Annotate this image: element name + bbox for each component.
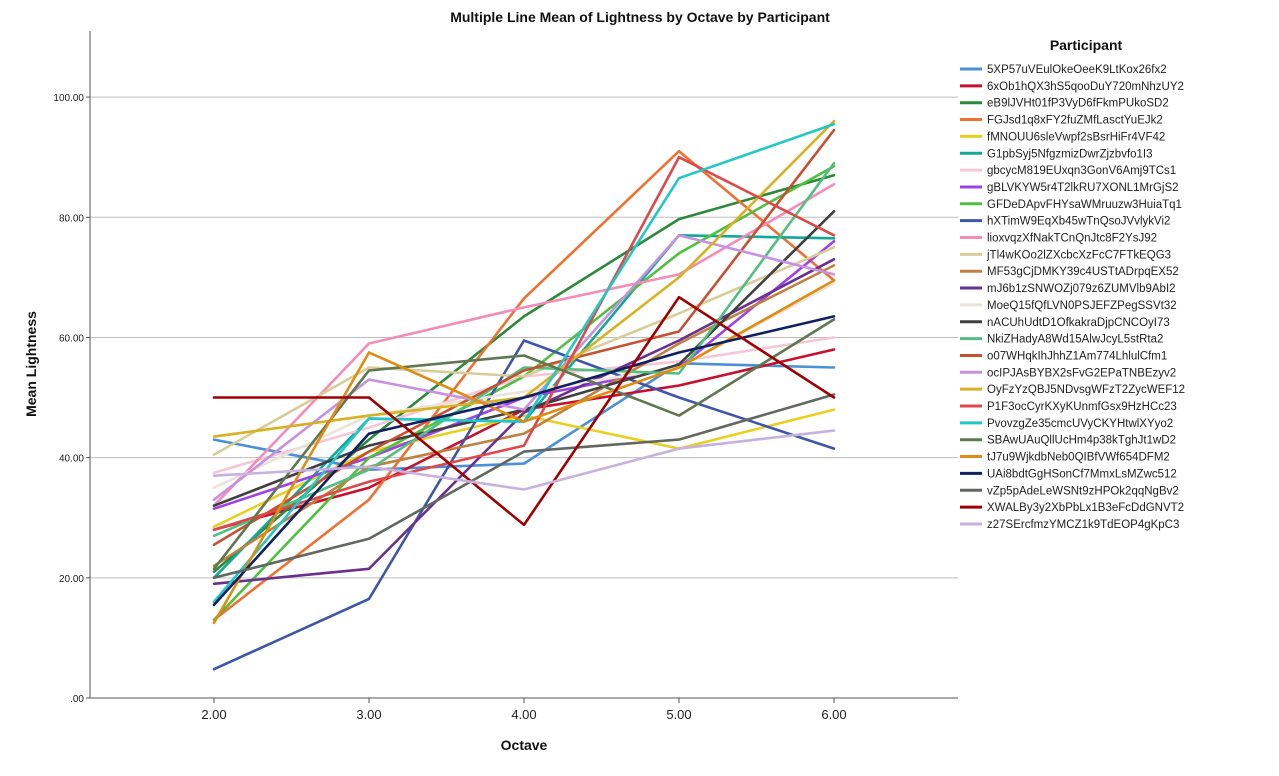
legend-label: SBAwUAuQllUcHm4p38kTghJt1wD2 xyxy=(987,435,1176,447)
series-line xyxy=(212,128,836,547)
legend-label: OyFzYzQBJ5NDvsgWFzT2ZycWEF12 xyxy=(987,384,1185,396)
series-line xyxy=(212,315,836,607)
legend-label: jTl4wKOo2lZXcbcXzFcC7FTkEQG3 xyxy=(986,249,1171,261)
series-line xyxy=(212,429,836,491)
series-line xyxy=(212,393,836,580)
y-tick-label: 100.00 xyxy=(53,93,84,104)
legend-label: GFDeDApvFHYsaWMruuzw3HuiaTq1 xyxy=(987,199,1182,211)
y-tick-label: .00 xyxy=(70,694,84,705)
legend-label: gbcycM819EUxqn3GonV6Amj9TCs1 xyxy=(987,165,1176,177)
legend-label: FGJsd1q8xFY2fuZMfLasctYuEJk2 xyxy=(987,115,1163,127)
x-tick-label: 6.00 xyxy=(821,707,846,722)
legend: Participant 5XP57uVEulOkeOeeK9LtKox26fx2… xyxy=(960,37,1185,531)
legend-label: o07WHqkIhJhhZ1Am774LhlulCfm1 xyxy=(987,350,1167,362)
series-line xyxy=(212,279,836,625)
y-tick-label: 80.00 xyxy=(59,213,84,224)
legend-title: Participant xyxy=(1050,37,1123,53)
legend-label: MF53gCjDMKY39c4USTtADrpqEX52 xyxy=(987,266,1179,278)
series-line xyxy=(212,155,836,532)
x-axis-label: Octave xyxy=(501,737,548,753)
legend-label: vZp5pAdeLeWSNt9zHPOk2qqNgBv2 xyxy=(987,485,1179,497)
x-tick-label: 2.00 xyxy=(201,707,226,722)
legend-label: mJ6b1zSNWOZj079z6ZUMVlb9AbI2 xyxy=(987,283,1176,295)
y-tick-label: 60.00 xyxy=(59,333,84,344)
legend-label: hXTimW9EqXb45wTnQsoJVvlykVi2 xyxy=(987,216,1170,228)
y-tick-label: 20.00 xyxy=(59,574,84,585)
legend-label: XWALBy3y2XbPbLx1B3eFcDdGNVT2 xyxy=(987,502,1184,514)
legend-label: ocIPJAsBYBX2sFvG2EPaTNBEzyv2 xyxy=(987,367,1176,379)
series-line xyxy=(212,295,836,527)
legend-label: MoeQ15fQfLVN0PSJEFZPegSSVt32 xyxy=(987,300,1177,312)
legend-label: eB9lJVHt01fP3VyD6fFkmPUkoSD2 xyxy=(987,98,1169,110)
legend-label: tJ7u9WjkdbNeb0QIBfVWf654DFM2 xyxy=(987,452,1170,464)
axes: .00 20.00 40.00 60.00 80.00 100.00 2.00 3.00 4.0… xyxy=(53,31,958,722)
series-line xyxy=(212,264,836,568)
legend-label: P1F3ocCyrKXyKUnmfGsx9HzHCc23 xyxy=(987,401,1177,413)
legend-label: G1pbSyj5NfgzmizDwrZjzbvfo1I3 xyxy=(987,148,1153,160)
x-tick-label: 3.00 xyxy=(356,707,381,722)
y-tick-label: 40.00 xyxy=(59,454,84,465)
legend-label: PvovzgZe35cmcUVyCKYHtwlXYyo2 xyxy=(987,418,1173,430)
legend-label: UAi8bdtGgHSonCf7MmxLsMZwc512 xyxy=(987,468,1177,480)
series-line xyxy=(212,339,836,671)
legend-label: NkiZHadyA8Wd15AlwJcyL5stRta2 xyxy=(987,334,1163,346)
series-line xyxy=(212,234,836,502)
x-tick-label: 4.00 xyxy=(511,707,536,722)
y-axis-label: Mean Lightness xyxy=(23,311,39,417)
chart-title: Multiple Line Mean of Lightness by Octav… xyxy=(450,9,830,25)
legend-label: z27SErcfmzYMCZ1k9TdEOP4gKpC3 xyxy=(987,519,1179,531)
legend-label: nACUhUdtD1OfkakraDjpCNCOyI73 xyxy=(987,317,1170,329)
series-line xyxy=(212,408,836,529)
legend-label: lioxvqzXfNakTCnQnJtc8F2YsJ92 xyxy=(987,233,1157,245)
legend-label: gBLVKYW5r4T2lkRU7XONL1MrGjS2 xyxy=(987,182,1179,194)
legend-label: fMNOUU6sleVwpf2sBsrHiFr4VF42 xyxy=(987,131,1165,143)
series-line xyxy=(212,318,836,571)
series-line xyxy=(212,149,836,622)
x-tick-label: 5.00 xyxy=(666,707,691,722)
legend-label: 5XP57uVEulOkeOeeK9LtKox26fx2 xyxy=(987,64,1167,76)
legend-items: 5XP57uVEulOkeOeeK9LtKox26fx2 6xOb1hQX3hS5… xyxy=(960,64,1185,531)
series-lines xyxy=(212,119,836,671)
series-line xyxy=(212,361,836,472)
legend-label: 6xOb1hQX3hS5qooDuY720mNhzUY2 xyxy=(987,81,1184,93)
